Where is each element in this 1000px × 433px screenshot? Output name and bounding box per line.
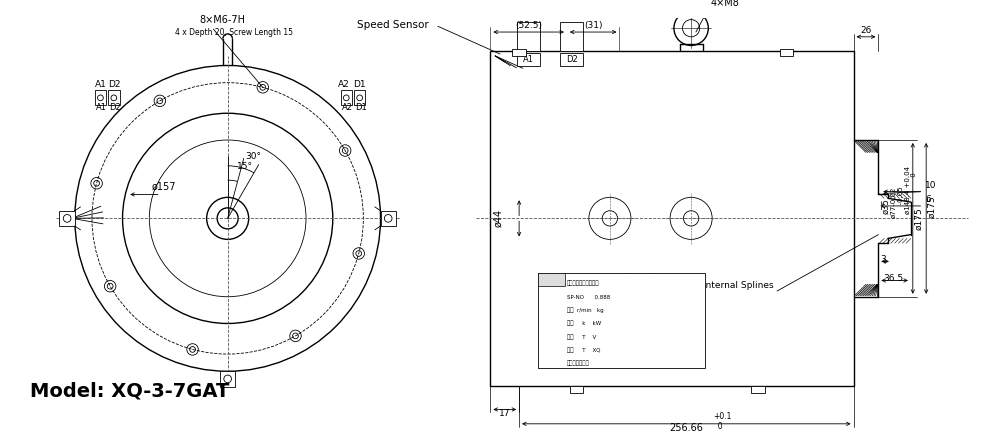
Text: A1: A1 — [95, 80, 107, 89]
Text: 30°: 30° — [245, 152, 261, 161]
Text: D2: D2 — [109, 103, 121, 112]
Text: 8×M6-7H: 8×M6-7H — [199, 15, 245, 26]
Bar — [95, 90, 106, 106]
Text: 常州宝罗电机有限公司: 常州宝罗电机有限公司 — [567, 281, 599, 286]
Text: SP-NO      0.888: SP-NO 0.888 — [567, 294, 610, 300]
Bar — [220, 371, 235, 387]
Text: ø44: ø44 — [493, 209, 503, 227]
Text: 功率     k    kW: 功率 k kW — [567, 321, 601, 326]
Bar — [381, 211, 396, 226]
Bar — [560, 23, 583, 51]
Text: A1: A1 — [523, 55, 534, 64]
Text: D2: D2 — [108, 80, 121, 89]
Text: (31): (31) — [584, 21, 602, 30]
Text: A2: A2 — [342, 103, 353, 112]
Text: 3: 3 — [880, 255, 886, 264]
Bar — [512, 49, 526, 56]
Text: ø157: ø157 — [151, 181, 176, 192]
Bar — [517, 23, 540, 51]
Bar — [341, 90, 352, 106]
Text: 转速  r/min   kg: 转速 r/min kg — [567, 307, 604, 313]
Text: B: B — [540, 276, 547, 285]
Text: ø77-0.02
      -0.05: ø77-0.02 -0.05 — [891, 187, 904, 218]
Bar — [354, 90, 365, 106]
Bar — [538, 273, 565, 286]
Text: Model: XQ-3-7GAT: Model: XQ-3-7GAT — [30, 382, 229, 401]
Text: 6: 6 — [925, 195, 931, 204]
Text: ø175: ø175 — [927, 196, 936, 218]
Text: D1: D1 — [353, 80, 366, 89]
Bar — [560, 53, 583, 66]
Bar — [59, 211, 75, 226]
Bar — [517, 53, 540, 66]
Text: ø175: ø175 — [915, 207, 924, 230]
Text: D2: D2 — [566, 55, 578, 64]
Text: 电压     T    V: 电压 T V — [567, 334, 596, 340]
Text: (British) Flat Root Involute Internal Splines: (British) Flat Root Involute Internal Sp… — [581, 281, 774, 290]
Text: 26: 26 — [860, 26, 872, 35]
Text: 256.66: 256.66 — [669, 423, 703, 433]
Text: D1: D1 — [355, 103, 367, 112]
Text: A1: A1 — [96, 103, 107, 112]
Text: 10: 10 — [925, 181, 937, 190]
Bar — [108, 90, 120, 106]
Text: 直流宝罗电动机: 直流宝罗电动机 — [567, 361, 590, 366]
Text: A2: A2 — [338, 80, 349, 89]
Bar — [570, 386, 583, 393]
Bar — [751, 386, 765, 393]
Text: (52.5): (52.5) — [515, 21, 542, 30]
Text: 17: 17 — [499, 409, 511, 418]
Text: 15°: 15° — [237, 162, 253, 171]
Text: 4×M8: 4×M8 — [710, 0, 739, 8]
Text: 型号     T    XQ: 型号 T XQ — [567, 348, 600, 353]
Bar — [780, 49, 793, 56]
Text: +0.1
  0: +0.1 0 — [713, 412, 731, 431]
Text: ø35: ø35 — [882, 198, 891, 213]
Text: 4 x Depth 20, Screw Length 15: 4 x Depth 20, Screw Length 15 — [175, 28, 293, 37]
Text: 36.5: 36.5 — [883, 275, 903, 283]
Bar — [538, 273, 705, 368]
Text: Speed Sensor: Speed Sensor — [357, 20, 428, 30]
Text: ø148.4 +0.04
             0: ø148.4 +0.04 0 — [904, 165, 917, 213]
